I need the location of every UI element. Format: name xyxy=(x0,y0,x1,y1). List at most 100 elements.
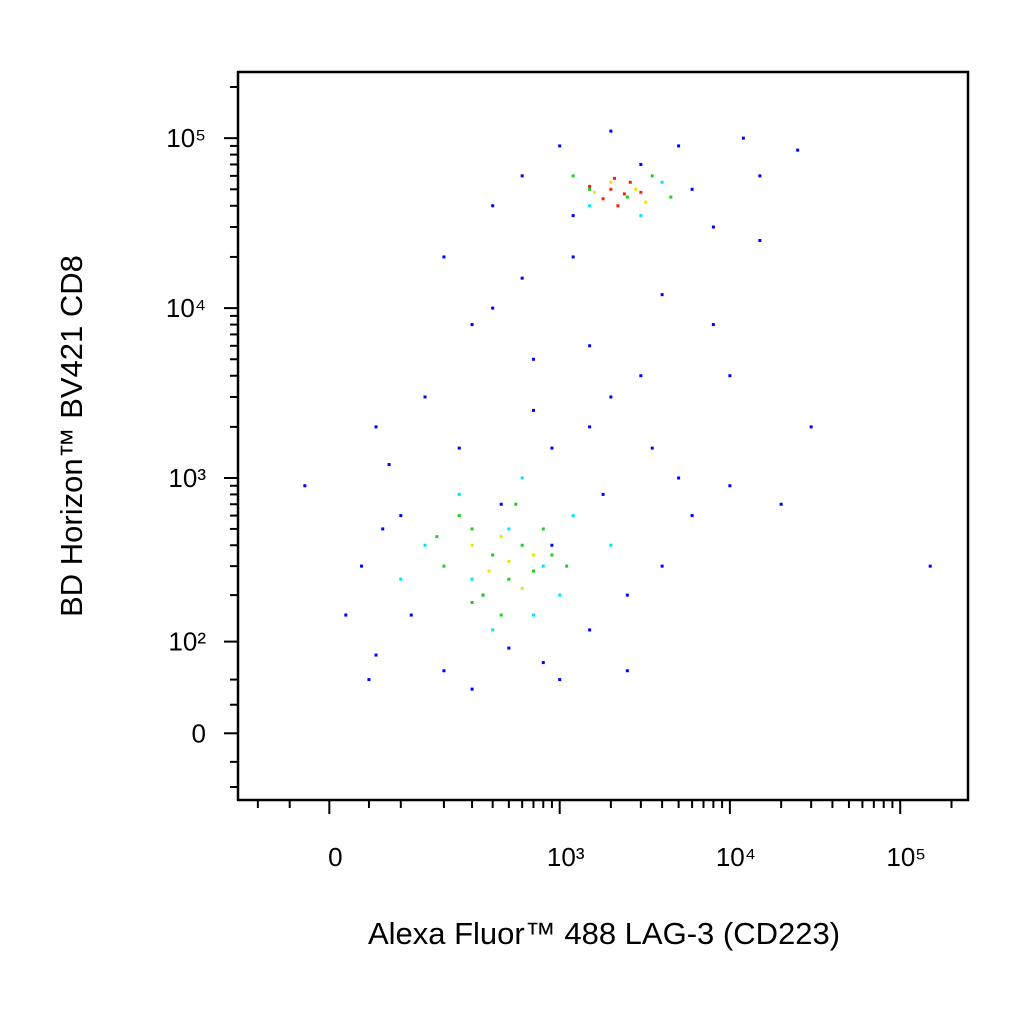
point xyxy=(928,564,932,568)
y-tick-label: 10⁴ xyxy=(166,293,206,323)
plot-points xyxy=(303,129,932,691)
point xyxy=(399,514,403,518)
point xyxy=(531,553,535,557)
point xyxy=(470,323,474,327)
point xyxy=(442,255,446,259)
point xyxy=(758,238,762,242)
point xyxy=(457,492,461,496)
point xyxy=(507,577,511,581)
point xyxy=(531,357,535,361)
point xyxy=(639,214,643,218)
y-tick-label: 10² xyxy=(168,627,206,657)
point xyxy=(381,527,385,531)
point xyxy=(588,425,592,429)
point xyxy=(491,628,495,632)
point xyxy=(609,180,613,184)
point xyxy=(435,535,439,539)
point xyxy=(520,174,524,178)
point xyxy=(520,276,524,280)
point xyxy=(491,553,495,557)
point xyxy=(677,144,681,148)
point xyxy=(367,678,371,682)
point xyxy=(558,144,562,148)
point xyxy=(491,306,495,310)
point xyxy=(677,476,681,480)
point xyxy=(531,569,535,573)
point xyxy=(360,564,364,568)
point xyxy=(409,613,413,617)
point xyxy=(660,564,664,568)
point xyxy=(644,200,648,204)
x-tick-label: 10³ xyxy=(547,842,585,872)
point xyxy=(609,187,613,191)
point xyxy=(588,628,592,632)
point xyxy=(622,192,626,196)
point xyxy=(423,395,427,399)
point xyxy=(423,543,427,547)
point xyxy=(660,293,664,297)
point xyxy=(588,204,592,208)
point xyxy=(499,502,503,506)
point xyxy=(303,484,307,488)
point xyxy=(541,661,545,665)
point xyxy=(634,187,638,191)
point xyxy=(571,255,575,259)
point xyxy=(796,148,800,152)
point xyxy=(809,425,813,429)
point xyxy=(690,187,694,191)
point xyxy=(592,190,596,194)
point xyxy=(650,446,654,450)
y-tick-label: 10⁵ xyxy=(166,123,206,153)
x-axis-label: Alexa Fluor™ 488 LAG-3 (CD223) xyxy=(368,916,840,951)
point xyxy=(470,687,474,691)
point xyxy=(470,527,474,531)
point xyxy=(507,559,511,563)
point xyxy=(507,527,511,531)
point xyxy=(728,484,732,488)
point xyxy=(612,176,616,180)
plot-frame xyxy=(236,70,970,802)
y-tick-label: 10³ xyxy=(168,463,206,493)
point xyxy=(609,543,613,547)
point xyxy=(507,646,511,650)
point xyxy=(531,408,535,412)
y-tick-label: 0 xyxy=(192,718,206,748)
point xyxy=(442,669,446,673)
point xyxy=(660,180,664,184)
point xyxy=(470,577,474,581)
point xyxy=(541,564,545,568)
x-tick-label: 0 xyxy=(328,842,342,872)
point xyxy=(639,374,643,378)
point xyxy=(470,600,474,604)
point xyxy=(499,535,503,539)
point xyxy=(481,593,485,597)
point xyxy=(639,190,643,194)
point xyxy=(487,569,491,573)
point xyxy=(779,502,783,506)
point xyxy=(711,323,715,327)
point xyxy=(558,593,562,597)
point xyxy=(499,613,503,617)
point xyxy=(639,162,643,166)
point xyxy=(442,564,446,568)
point xyxy=(601,197,605,201)
point xyxy=(550,553,554,557)
point xyxy=(520,543,524,547)
point xyxy=(609,395,613,399)
point xyxy=(520,476,524,480)
point xyxy=(625,669,629,673)
point xyxy=(628,180,632,184)
point xyxy=(588,344,592,348)
point xyxy=(491,204,495,208)
point xyxy=(514,502,518,506)
point xyxy=(344,613,348,617)
point xyxy=(571,514,575,518)
point xyxy=(588,187,592,191)
point xyxy=(399,577,403,581)
point xyxy=(457,446,461,450)
point xyxy=(650,174,654,178)
point xyxy=(531,613,535,617)
point xyxy=(690,514,694,518)
